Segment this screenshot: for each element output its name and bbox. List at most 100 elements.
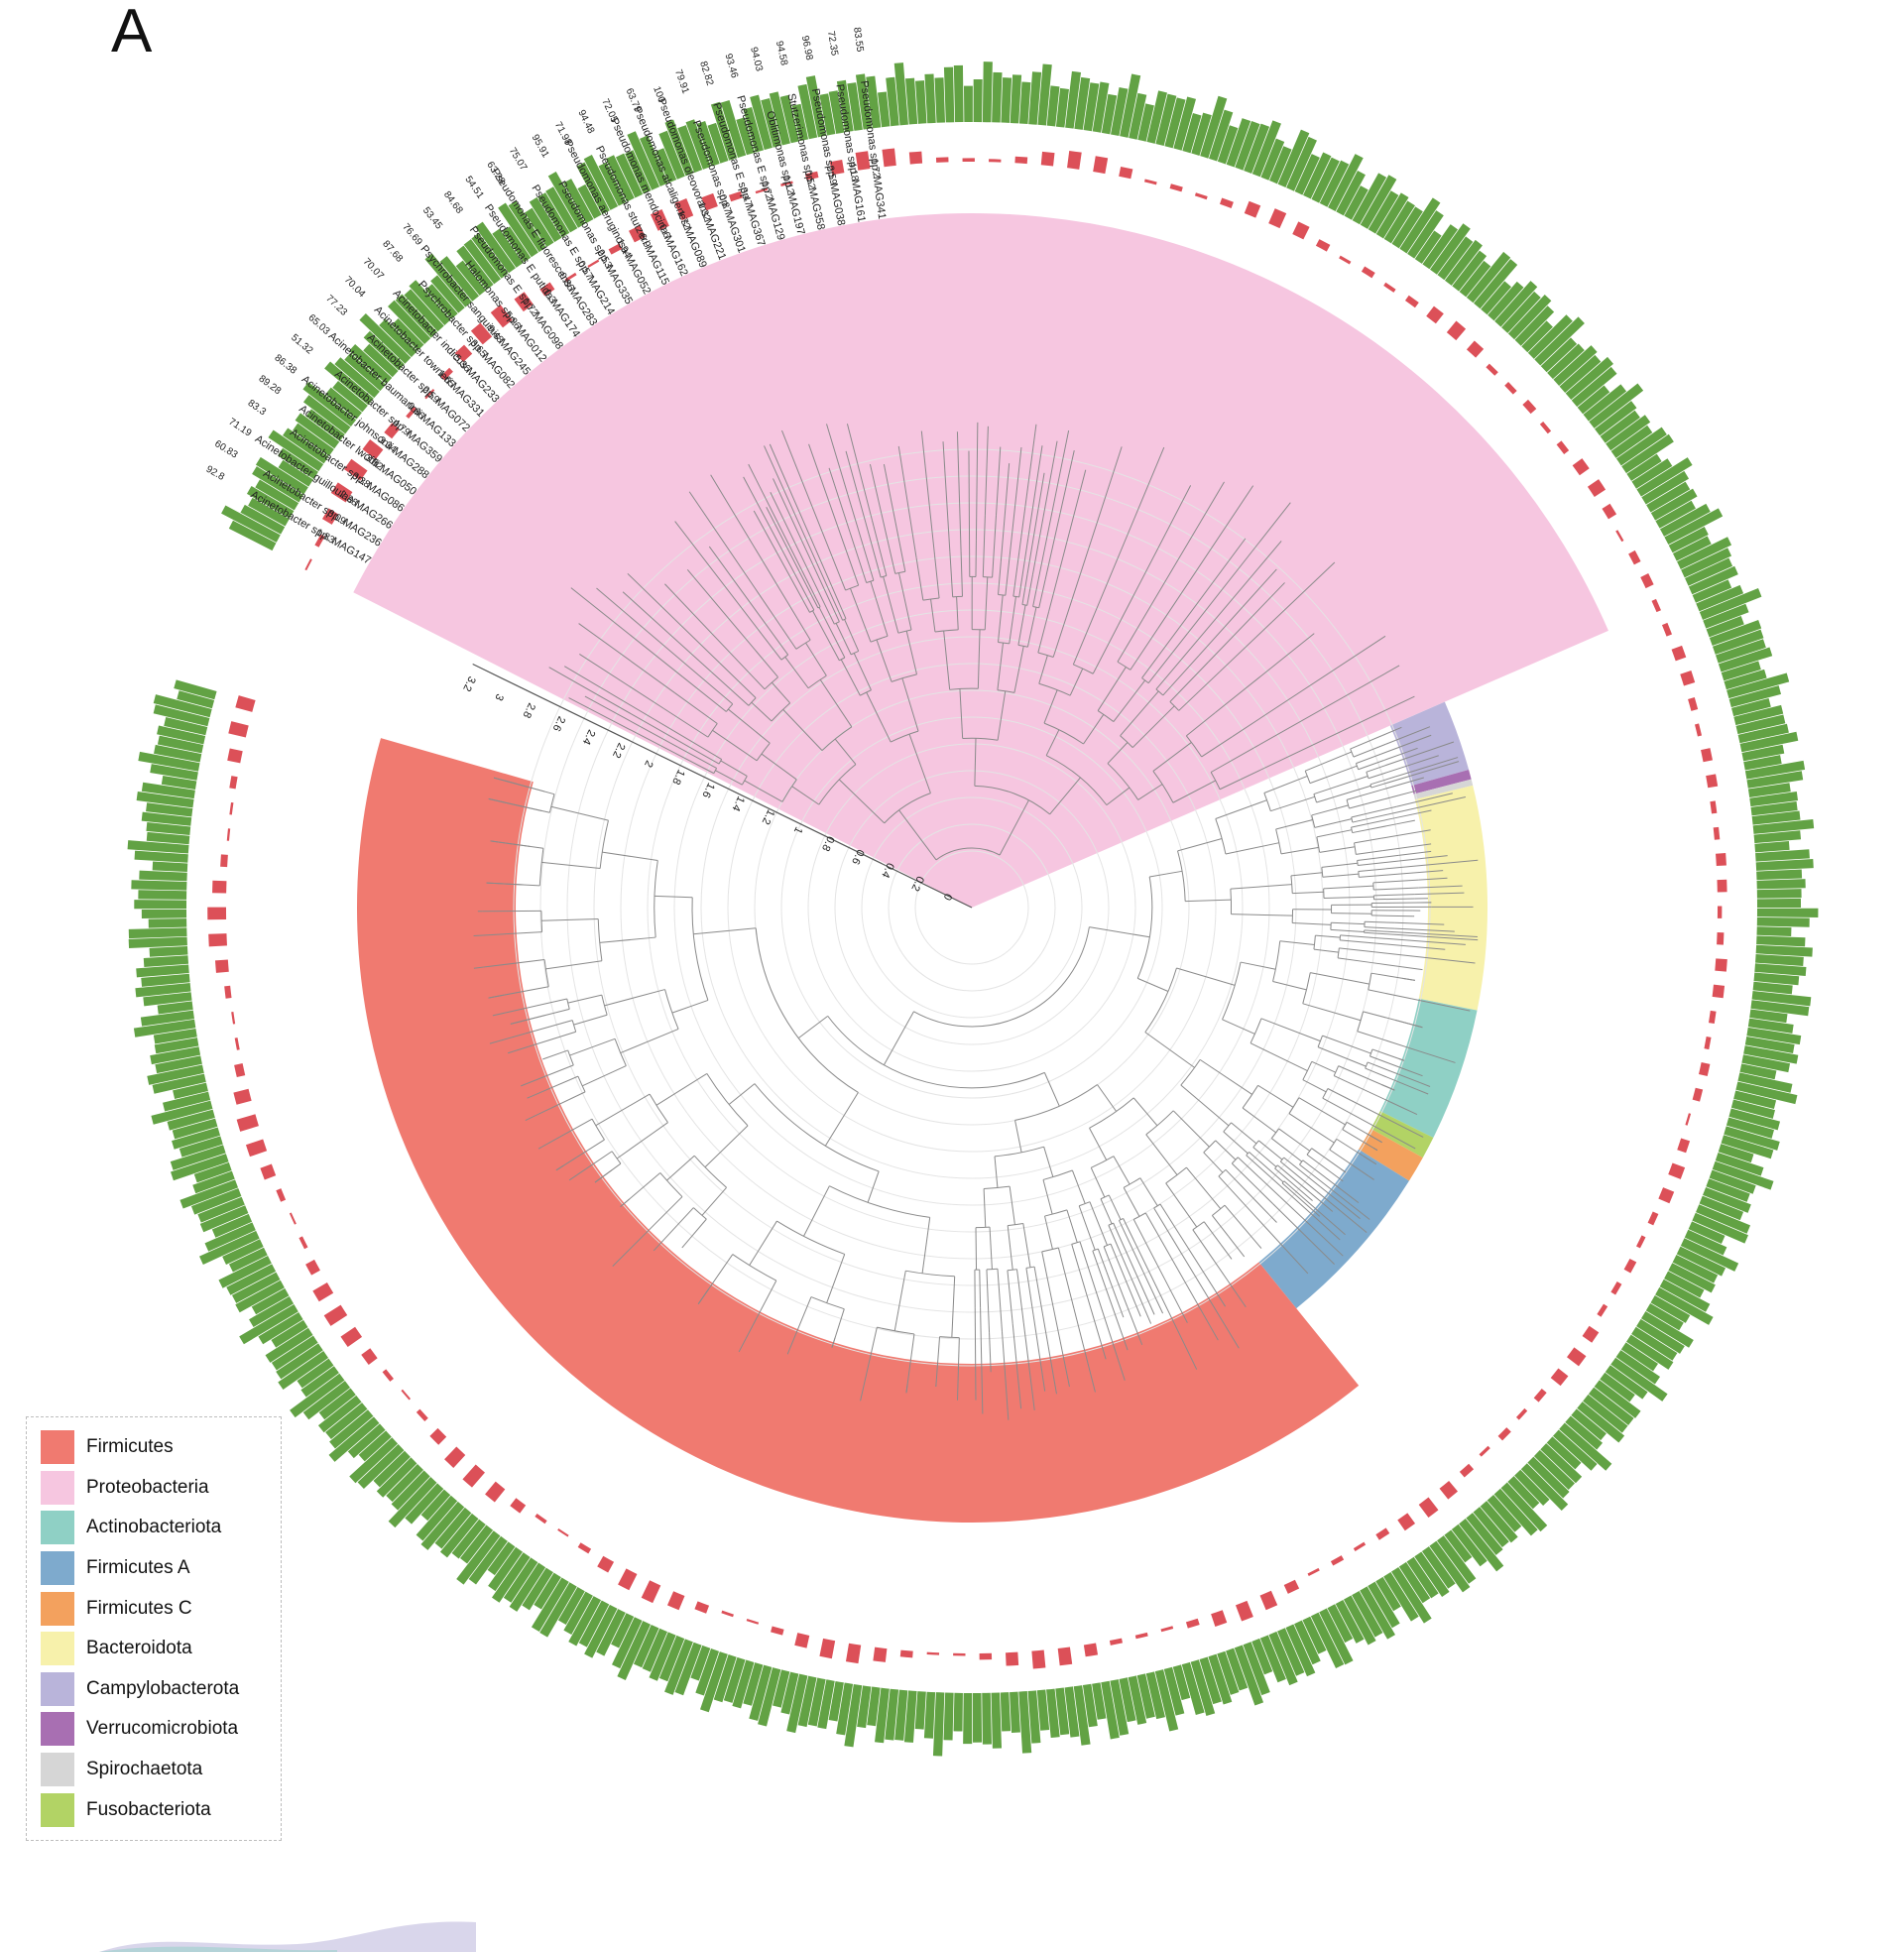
contamination-bar: [429, 1428, 446, 1445]
branch: [605, 990, 665, 1006]
branch: [1384, 791, 1416, 798]
legend-item: Spirochaetota: [41, 1750, 267, 1790]
branch: [894, 1271, 905, 1331]
branch-arc: [541, 911, 542, 931]
branch: [827, 1254, 845, 1302]
contamination-bar: [1135, 1633, 1148, 1639]
branch-arc: [987, 1269, 998, 1270]
branch: [1317, 830, 1352, 837]
legend-item: Firmicutes: [41, 1427, 267, 1468]
completeness-value: 75.07: [507, 146, 530, 173]
contamination-bar: [1680, 671, 1695, 685]
contamination-bar: [1067, 151, 1082, 170]
contamination-bar: [1695, 723, 1702, 736]
completeness-bar: [142, 910, 186, 918]
completeness-bar: [924, 1692, 935, 1739]
branch: [1314, 949, 1339, 952]
axis-tick-label: 3.2: [460, 674, 477, 693]
branch: [1224, 1132, 1249, 1154]
branch: [1373, 895, 1414, 896]
branch: [1341, 935, 1374, 938]
completeness-value: 96.98: [799, 35, 815, 61]
branch-arc: [1219, 1169, 1226, 1176]
completeness-bar: [1756, 936, 1805, 947]
completeness-bar: [1757, 899, 1801, 908]
branch: [1280, 941, 1315, 945]
legend-label: Actinobacteriota: [86, 1517, 221, 1538]
contamination-bar: [298, 1236, 307, 1249]
completeness-bar: [992, 1693, 1003, 1749]
completeness-bar: [149, 918, 187, 927]
legend-swatch: [41, 1471, 74, 1505]
completeness-bar: [954, 65, 964, 122]
contamination-bar: [1714, 827, 1721, 840]
contamination-bar: [212, 881, 226, 894]
branch: [1373, 880, 1419, 883]
contamination-bar: [229, 776, 237, 789]
branch: [690, 1219, 706, 1238]
contamination-bar: [1534, 1389, 1547, 1403]
contamination-bar: [1110, 1639, 1123, 1646]
branch-arc: [694, 1156, 726, 1187]
contamination-bar: [246, 1140, 267, 1158]
branch: [1016, 1270, 1023, 1323]
contamination-bar: [1685, 1113, 1691, 1125]
contamination-bar: [1236, 1601, 1253, 1622]
contamination-bar: [1498, 1427, 1511, 1440]
contamination-bar: [1636, 1235, 1645, 1248]
contamination-bar: [1540, 422, 1551, 433]
completeness-bar: [1010, 1692, 1020, 1733]
branch: [545, 961, 602, 969]
contamination-bar: [1031, 1649, 1045, 1668]
completeness-bar: [131, 880, 186, 890]
completeness-bar: [1001, 77, 1012, 123]
branch-arc: [1026, 1267, 1034, 1268]
branch: [541, 862, 600, 868]
branch: [1359, 868, 1392, 871]
branch: [1334, 1076, 1389, 1102]
contamination-bar: [224, 986, 231, 999]
branch: [621, 1029, 678, 1052]
branch: [1146, 1135, 1177, 1175]
completeness-bar: [1757, 889, 1802, 899]
contamination-bar: [1716, 853, 1726, 866]
branch: [1315, 819, 1352, 828]
contamination-bar: [1658, 1187, 1674, 1203]
completeness-bar: [1754, 841, 1789, 852]
legend-swatch: [41, 1753, 74, 1786]
legend-label: Firmicutes: [86, 1436, 174, 1458]
branch-arc: [1314, 935, 1315, 949]
branch: [1242, 1225, 1261, 1248]
branch-arc: [650, 1094, 667, 1123]
branch-arc: [1119, 1218, 1123, 1220]
branch-arc: [1318, 1036, 1322, 1046]
branch: [1365, 921, 1395, 922]
legend-label: Fusobacteriota: [86, 1799, 211, 1821]
branch-arc: [598, 919, 602, 961]
branch-arc: [1008, 1223, 1023, 1225]
branch: [1349, 799, 1384, 808]
branch: [1303, 1080, 1326, 1092]
completeness-bar: [138, 890, 186, 900]
branch-arc: [1367, 772, 1368, 778]
branch: [1312, 1061, 1336, 1072]
branch: [952, 1277, 955, 1338]
branch: [1331, 922, 1365, 923]
branch: [1186, 1167, 1220, 1209]
completeness-value: 77.23: [323, 294, 349, 318]
branch: [1292, 923, 1331, 925]
branch: [1356, 851, 1382, 855]
contamination-bar: [1602, 504, 1616, 520]
completeness-bar: [934, 77, 945, 123]
branch: [1320, 847, 1355, 853]
legend-swatch: [41, 1551, 74, 1585]
branch: [542, 1050, 567, 1059]
contamination-bar: [1648, 1211, 1659, 1225]
completeness-bar: [134, 900, 186, 909]
completeness-value: 89.28: [257, 373, 284, 397]
completeness-value: 82.82: [697, 61, 715, 88]
branch: [1145, 1213, 1171, 1258]
branch-arc: [654, 861, 658, 938]
completeness-value: 79.91: [672, 68, 691, 96]
